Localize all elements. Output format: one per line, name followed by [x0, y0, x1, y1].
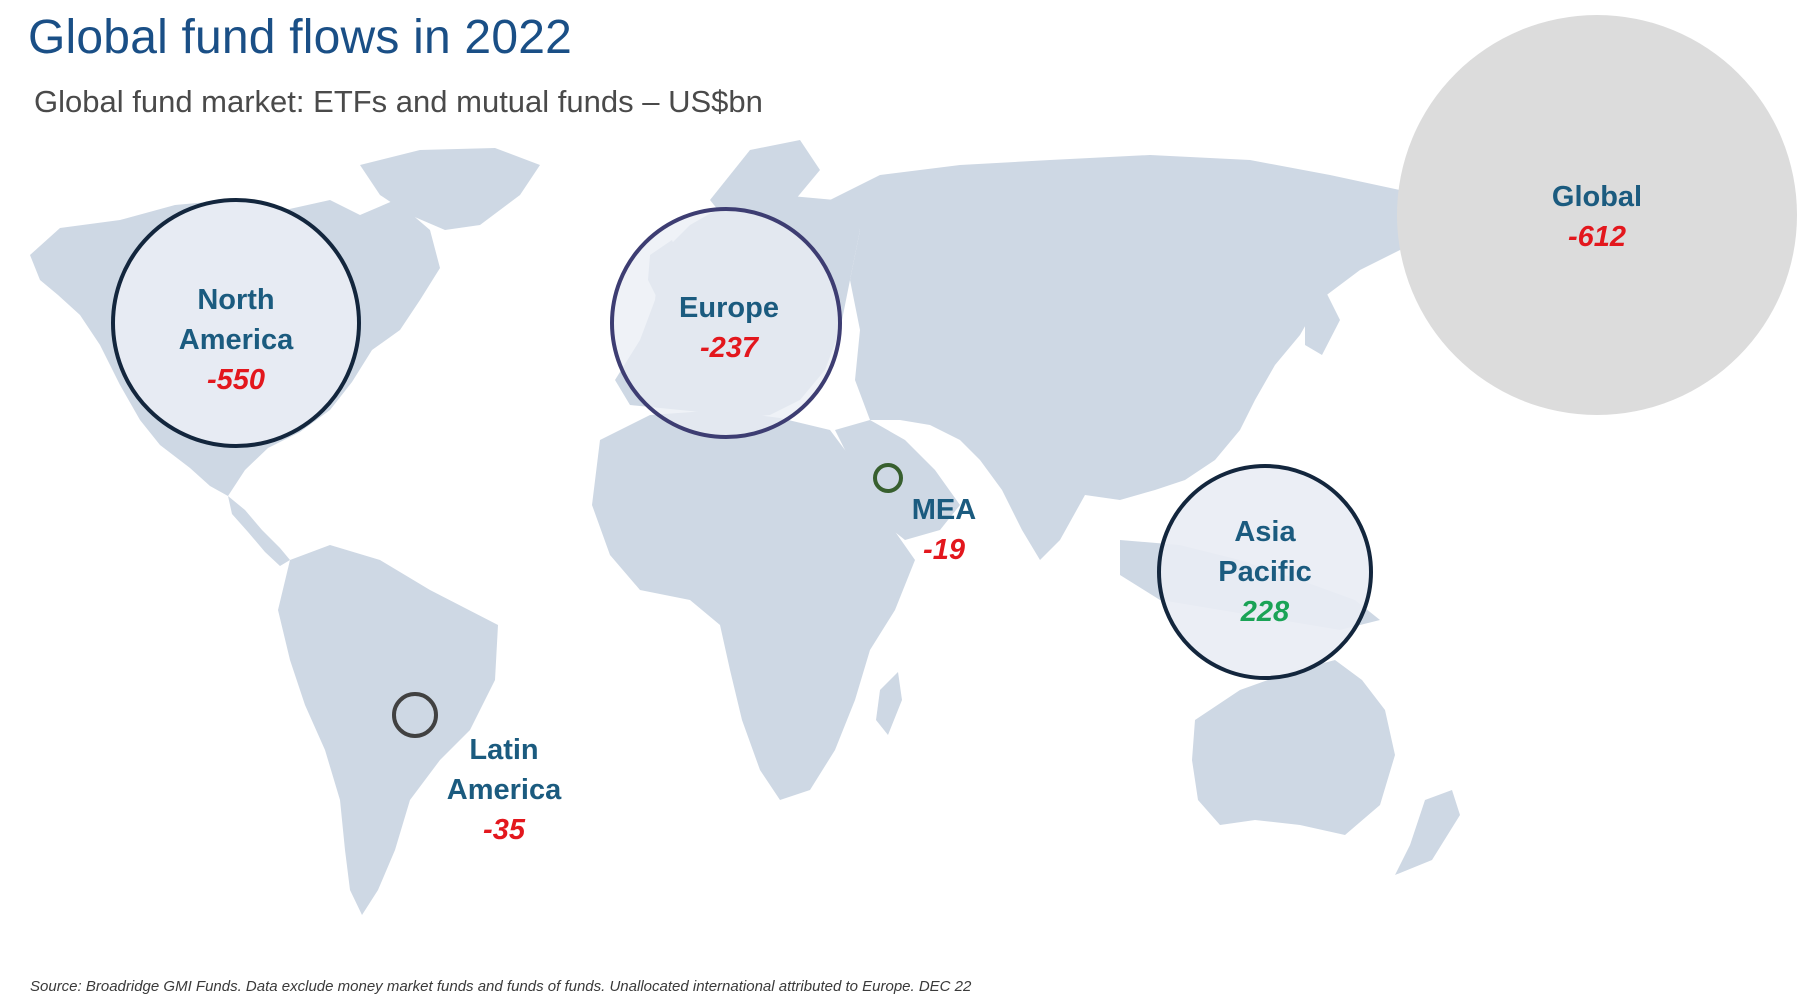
- asia-pacific-name-line2: Pacific: [1218, 556, 1312, 588]
- land-south-america: [278, 545, 498, 915]
- europe-bubble: [610, 207, 842, 439]
- land-new-zealand: [1395, 790, 1460, 875]
- latin-america-value: -35: [483, 814, 525, 846]
- land-australia: [1192, 660, 1395, 835]
- asia-pacific-value: 228: [1240, 596, 1290, 628]
- mea-name: MEA: [911, 494, 977, 526]
- mea-label: MEA -19: [912, 490, 976, 570]
- mea-value: -19: [923, 534, 965, 566]
- europe-label: Europe -237: [679, 288, 779, 368]
- europe-value: -237: [699, 332, 759, 364]
- page-title: Global fund flows in 2022: [28, 11, 573, 64]
- asia-pacific-name-line1: Asia: [1234, 516, 1296, 548]
- asia-pacific-bubble: [1157, 464, 1373, 680]
- latin-america-bubble: [392, 692, 438, 738]
- source-note: Source: Broadridge GMI Funds. Data exclu…: [30, 978, 972, 995]
- land-africa: [592, 410, 915, 800]
- asia-pacific-label: Asia Pacific 228: [1218, 512, 1312, 632]
- north-america-value: -550: [206, 364, 266, 396]
- land-japan: [1305, 290, 1340, 355]
- land-greenland: [360, 148, 540, 230]
- global-value: -612: [1567, 221, 1627, 253]
- europe-name: Europe: [679, 292, 779, 324]
- latin-america-label: Latin America -35: [447, 730, 561, 850]
- latin-america-name-line2: America: [446, 774, 562, 806]
- land-central-america: [228, 496, 290, 566]
- north-america-label: North America -550: [179, 280, 293, 400]
- land-scandinavia: [710, 140, 820, 225]
- global-label: Global -612: [1552, 177, 1642, 257]
- land-asia: [830, 155, 1440, 560]
- latin-america-name-line1: Latin: [469, 734, 539, 766]
- mea-bubble: [873, 463, 903, 493]
- global-name: Global: [1551, 181, 1643, 213]
- north-america-name-line2: America: [178, 324, 294, 356]
- global-bubble: [1397, 15, 1797, 415]
- north-america-bubble: [111, 198, 361, 448]
- north-america-name-line1: North: [197, 284, 275, 316]
- land-madagascar: [876, 672, 902, 735]
- land-arabia: [835, 420, 960, 540]
- page-subtitle: Global fund market: ETFs and mutual fund…: [34, 84, 763, 119]
